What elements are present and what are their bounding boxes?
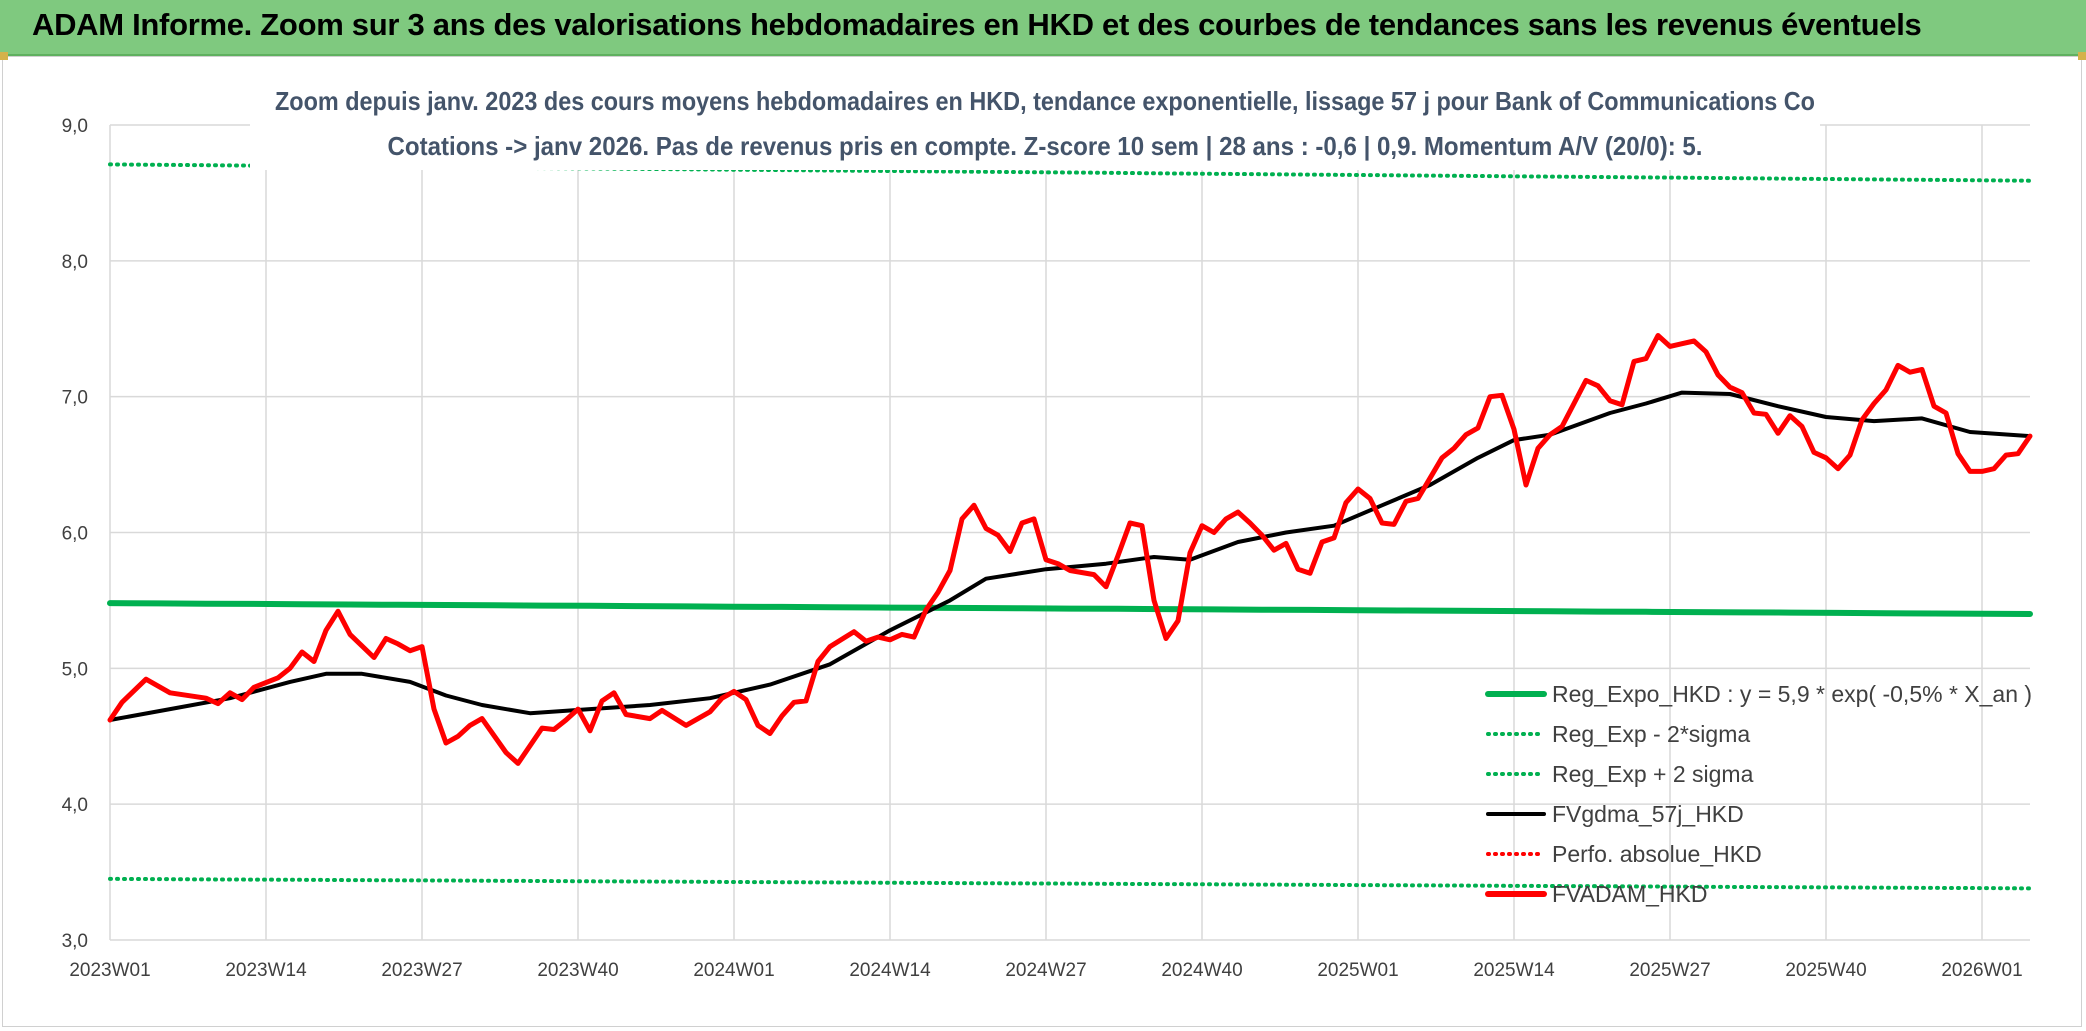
- header-bar: ADAM Informe. Zoom sur 3 ans des valoris…: [0, 0, 2086, 56]
- series-layer: [107, 162, 2033, 891]
- series-line-5: [107, 333, 2033, 766]
- chart-title-group: Zoom depuis janv. 2023 des cours moyens …: [250, 78, 1820, 170]
- series-line-1: [108, 876, 2032, 891]
- x-tick-label: 2023W40: [537, 960, 618, 981]
- series-line-3: [108, 390, 2032, 722]
- x-tick-label: 2024W01: [693, 960, 774, 981]
- series-line-0: [107, 600, 2033, 617]
- x-tick-label: 2024W14: [849, 960, 931, 981]
- y-tick-label: 4,0: [62, 795, 88, 816]
- legend-label-0: Reg_Expo_HKD : y = 5,9 * exp( -0,5% * X_…: [1552, 681, 2032, 707]
- x-tick-label: 2026W01: [1941, 960, 2022, 981]
- legend-label-2: Reg_Exp + 2 sigma: [1552, 761, 1754, 787]
- legend-label-1: Reg_Exp - 2*sigma: [1552, 721, 1750, 747]
- x-tick-label: 2024W40: [1161, 960, 1242, 981]
- y-tick-label: 9,0: [62, 116, 88, 137]
- x-tick-label: 2025W01: [1317, 960, 1398, 981]
- chart-title-line1: Zoom depuis janv. 2023 des cours moyens …: [275, 86, 1815, 116]
- x-tick-label: 2025W27: [1629, 960, 1710, 981]
- axis-layer: 3,0 4,0 5,0 6,0 7,0 8,0 9,0 2023W01 2023W14 2023W…: [62, 116, 2023, 981]
- x-tick-label: 2023W01: [69, 960, 150, 981]
- x-tick-label: 2024W27: [1005, 960, 1086, 981]
- legend: Reg_Expo_HKD : y = 5,9 * exp( -0,5% * X_…: [1485, 681, 2032, 907]
- header-title: ADAM Informe. Zoom sur 3 ans des valoris…: [32, 7, 1922, 42]
- y-tick-label: 3,0: [62, 931, 88, 952]
- legend-label-4: Perfo. absolue_HKD: [1552, 841, 1762, 867]
- x-tick-label: 2023W14: [225, 960, 307, 981]
- y-tick-label: 8,0: [62, 252, 88, 273]
- y-tick-label: 5,0: [62, 659, 88, 680]
- legend-label-3: FVgdma_57j_HKD: [1552, 801, 1744, 827]
- y-tick-label: 7,0: [62, 388, 88, 409]
- chart-frame: [2, 56, 2082, 1027]
- x-tick-label: 2025W40: [1785, 960, 1866, 981]
- x-tick-label: 2023W27: [381, 960, 462, 981]
- corner-marker: [0, 52, 8, 60]
- chart-title-line2: Cotations -> janv 2026. Pas de revenus p…: [388, 131, 1703, 161]
- y-tick-label: 6,0: [62, 524, 88, 545]
- corner-marker: [2078, 52, 2086, 60]
- x-tick-label: 2025W14: [1473, 960, 1555, 981]
- chart-title-background: [250, 78, 1820, 170]
- legend-label-5: FVADAM_HKD: [1552, 881, 1708, 907]
